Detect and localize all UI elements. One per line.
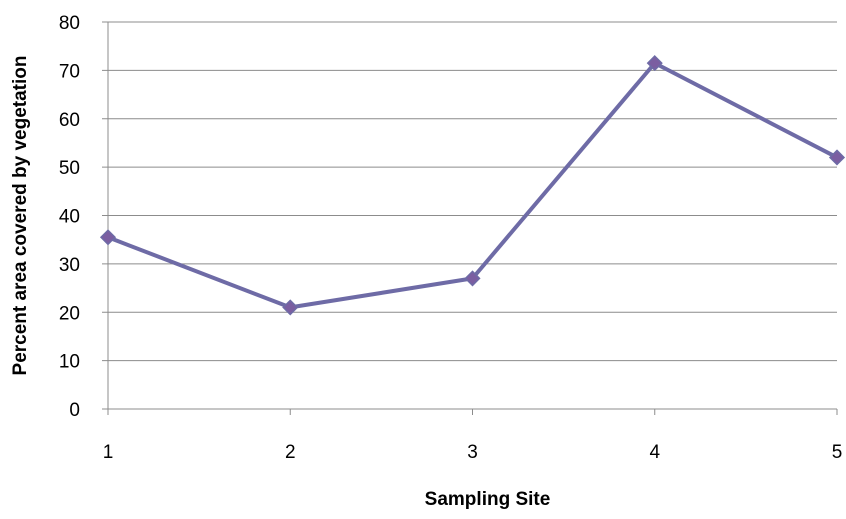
x-tick-label: 5 xyxy=(832,442,843,463)
data-point-marker xyxy=(464,270,481,287)
y-tick-label: 10 xyxy=(59,352,80,373)
data-point-marker xyxy=(646,55,663,72)
x-tick-labels: 1 2 3 4 5 xyxy=(103,442,843,463)
x-tick-label: 3 xyxy=(467,442,478,463)
data-point-marker xyxy=(282,299,299,316)
x-axis-title: Sampling Site xyxy=(425,489,551,510)
y-tick-label: 80 xyxy=(59,13,80,34)
x-tick-label: 4 xyxy=(649,442,660,463)
y-tick-label: 0 xyxy=(69,400,80,421)
y-tick-label: 60 xyxy=(59,110,80,131)
data-point-marker xyxy=(99,229,117,246)
y-tick-label: 30 xyxy=(59,255,80,276)
x-tick-label: 2 xyxy=(285,442,296,463)
y-tick-label: 50 xyxy=(59,158,80,179)
series xyxy=(99,55,846,316)
gridlines xyxy=(108,21,837,362)
axes xyxy=(102,21,838,415)
y-tick-label: 70 xyxy=(59,61,80,82)
x-tick-label: 1 xyxy=(103,442,114,463)
data-point-marker xyxy=(828,149,846,166)
y-axis-title: Percent area covered by vegetation xyxy=(10,56,31,376)
y-tick-label: 20 xyxy=(59,303,80,324)
y-tick-labels: 0 10 20 30 40 50 60 70 80 xyxy=(59,13,80,421)
y-tick-label: 40 xyxy=(59,207,80,228)
